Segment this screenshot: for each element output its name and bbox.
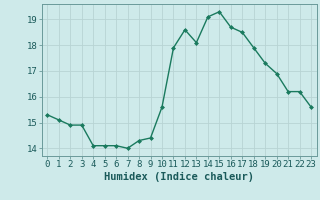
X-axis label: Humidex (Indice chaleur): Humidex (Indice chaleur) xyxy=(104,172,254,182)
